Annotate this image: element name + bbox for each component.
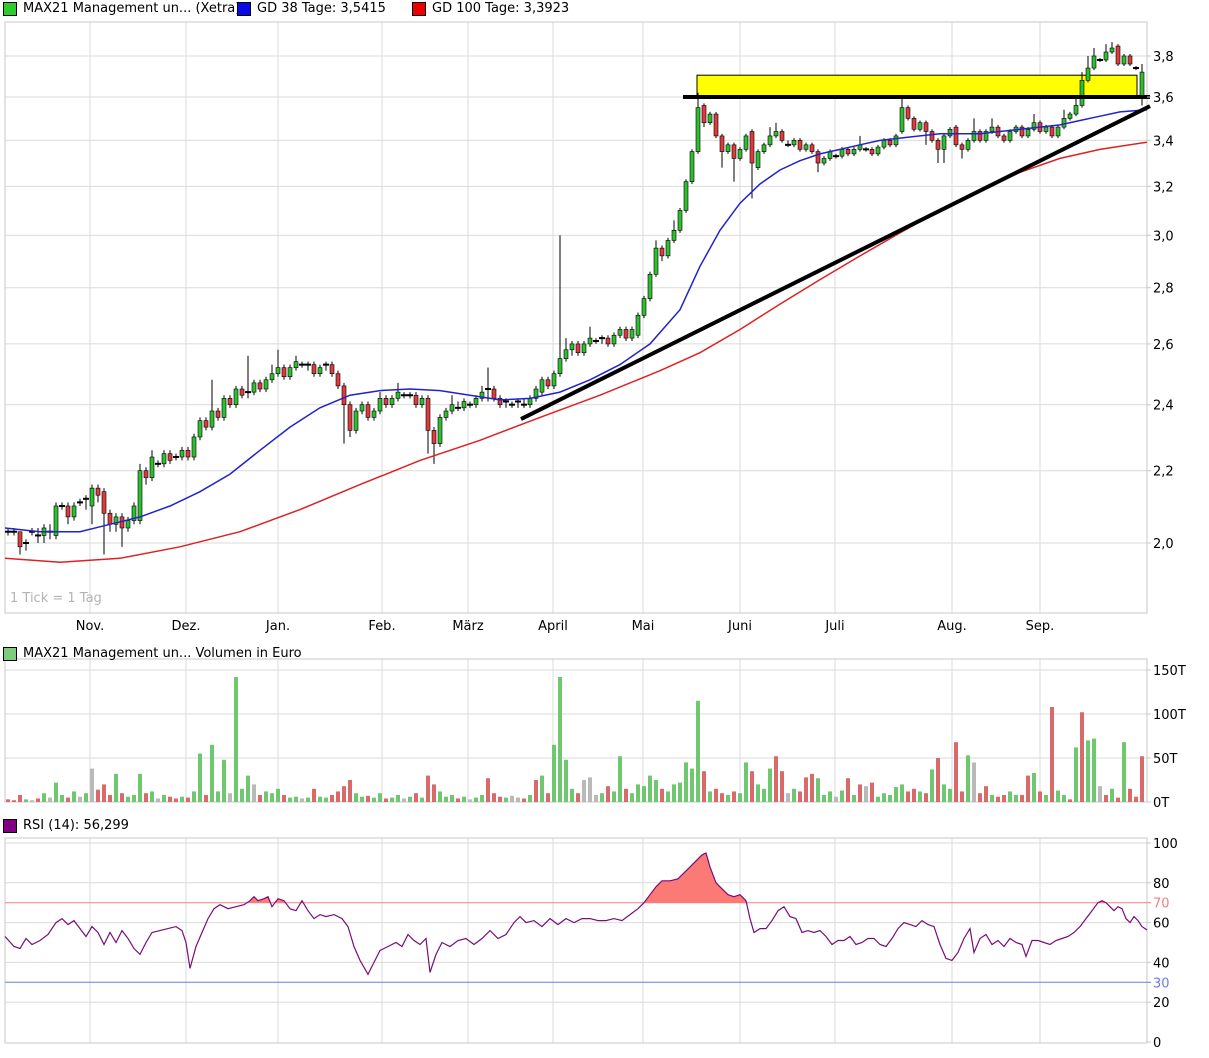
axis-tick-label: 20 <box>1153 996 1170 1011</box>
axis-tick-label: 2,8 <box>1153 282 1174 297</box>
legend-item-volume: MAX21 Management un... Volumen in Euro <box>3 646 302 661</box>
rsi-panel-border <box>4 837 1148 1044</box>
month-label: März <box>452 619 484 634</box>
axis-tick-label: 40 <box>1153 956 1170 971</box>
month-label: Juli <box>824 619 844 634</box>
price-panel-border <box>4 21 1148 614</box>
month-label: Nov. <box>76 619 105 634</box>
legend-item-gd100: GD 100 Tage: 3,3923 <box>412 1 569 16</box>
gd38-swatch <box>237 1 251 16</box>
axis-tick-label: 3,4 <box>1153 134 1174 149</box>
legend-item-gd38: GD 38 Tage: 3,5415 <box>237 1 386 16</box>
legend-item-rsi: RSI (14): 56,299 <box>3 818 129 833</box>
gd38-line <box>4 109 1148 533</box>
price-grid-horizontal <box>5 55 1147 544</box>
rsi-overbought-fill <box>247 853 1106 903</box>
axis-tick-label: 60 <box>1153 917 1170 932</box>
axis-tick-label: 2,2 <box>1153 465 1174 480</box>
gd38-label: GD 38 Tage: 3,5415 <box>257 1 386 16</box>
rsi-swatch <box>3 818 17 833</box>
month-label: Aug. <box>937 619 967 634</box>
axis-tick-label: 3,2 <box>1153 180 1174 195</box>
volume-swatch <box>3 646 17 661</box>
axis-tick-label: 3,8 <box>1153 50 1174 65</box>
price-axis-labels: 3,8 3,6 3,4 3,2 3,0 2,8 2,6 2,4 2,2 2,0 <box>1147 50 1174 552</box>
gd100-swatch <box>412 1 426 16</box>
rsi-grid-vertical <box>89 838 1041 1043</box>
axis-tick-label: 100T <box>1153 708 1186 723</box>
month-label: Juni <box>727 619 752 634</box>
month-axis-labels: Nov. Dez. Jan. Feb. März April Mai Juni Juli Aug.… <box>76 619 1055 634</box>
rsi-line <box>4 852 1148 976</box>
legend-price-panel: MAX21 Management un... (Xetra) GD 38 Tag… <box>0 0 1209 18</box>
price-grid-vertical <box>89 22 1041 613</box>
month-label: Sep. <box>1026 619 1055 634</box>
axis-tick-label: 70 <box>1153 897 1170 912</box>
tick-note: 1 Tick = 1 Tag <box>10 591 102 606</box>
month-label: Feb. <box>368 619 395 634</box>
axis-tick-label: 30 <box>1153 976 1170 991</box>
volume-grid-vertical <box>89 659 1041 802</box>
legend-rsi-panel: RSI (14): 56,299 <box>0 817 1209 835</box>
volume-grid-horizontal <box>5 669 1147 759</box>
axis-tick-label: 150T <box>1153 664 1186 679</box>
legend-volume-panel: MAX21 Management un... Volumen in Euro <box>0 645 1209 663</box>
volume-bars <box>6 677 1144 802</box>
axis-tick-label: 100 <box>1153 837 1178 852</box>
trendline <box>520 104 1151 421</box>
axis-tick-label: 2,0 <box>1153 537 1174 552</box>
instrument-swatch <box>3 1 17 16</box>
resistance-zone <box>696 74 1138 97</box>
rsi-grid-horizontal <box>5 842 1147 1003</box>
axis-tick-label: 3,6 <box>1153 91 1174 106</box>
axis-tick-label: 3,0 <box>1153 229 1174 244</box>
volume-axis-labels: 150T 100T 50T 0T <box>1147 664 1186 811</box>
axis-tick-label: 0 <box>1153 1036 1161 1051</box>
legend-item-instrument: MAX21 Management un... (Xetra) <box>3 1 240 16</box>
axis-tick-label: 80 <box>1153 877 1170 892</box>
month-label: Jan. <box>265 619 290 634</box>
volume-label: MAX21 Management un... Volumen in Euro <box>23 646 302 661</box>
rsi-axis-labels: 100 80 70 60 40 30 20 0 <box>1147 837 1178 1051</box>
candles-group <box>5 42 1145 555</box>
axis-tick-label: 0T <box>1153 796 1169 811</box>
gd100-label: GD 100 Tage: 3,3923 <box>432 1 570 16</box>
month-label: Dez. <box>172 619 201 634</box>
month-label: April <box>538 619 568 634</box>
axis-tick-label: 2,4 <box>1153 399 1174 414</box>
axis-tick-label: 50T <box>1153 752 1178 767</box>
month-label: Mai <box>632 619 655 634</box>
rsi-label: RSI (14): 56,299 <box>23 818 129 833</box>
axis-tick-label: 2,6 <box>1153 338 1174 353</box>
instrument-label: MAX21 Management un... (Xetra) <box>23 1 241 16</box>
